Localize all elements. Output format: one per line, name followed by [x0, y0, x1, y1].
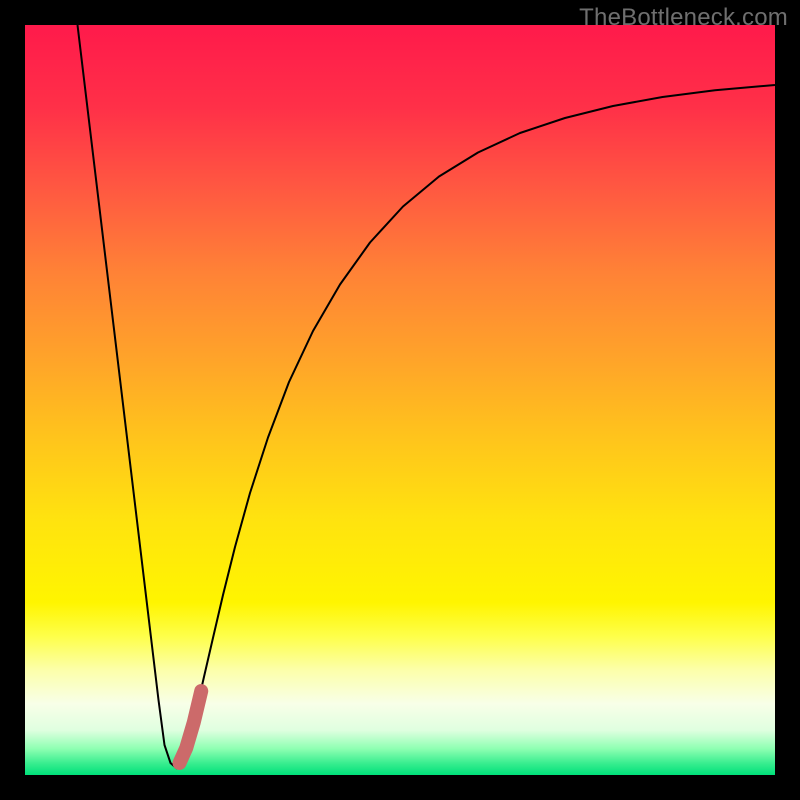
chart-svg [0, 0, 800, 800]
bottleneck-chart: TheBottleneck.com [0, 0, 800, 800]
gradient-background [25, 25, 775, 775]
